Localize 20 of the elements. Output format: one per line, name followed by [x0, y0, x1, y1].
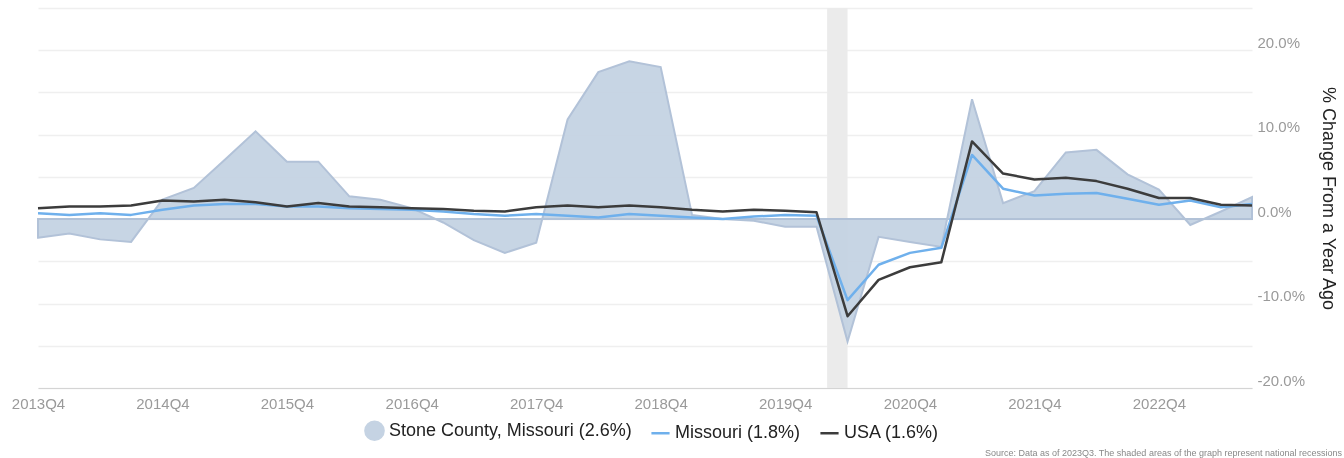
y-tick-label: -20.0% [1257, 371, 1306, 389]
legend-label: USA (1.6%) [844, 422, 939, 443]
y-tick-label: 20.0% [1257, 33, 1301, 51]
legend-label: Stone County, Missouri (2.6%) [389, 419, 632, 440]
y-tick-label: 10.0% [1257, 118, 1301, 136]
x-tick-label: 2017Q4 [510, 394, 564, 412]
x-tick-label: 2016Q4 [385, 394, 439, 412]
x-tick-label: 2020Q4 [883, 394, 938, 412]
x-tick-label: 2021Q4 [1008, 394, 1062, 412]
y-tick-label: 0.0% [1257, 202, 1292, 220]
x-tick-label: 2022Q4 [1132, 394, 1187, 412]
x-tick-label: 2019Q4 [758, 394, 813, 412]
y-axis-title: % Change From a Year Ago [1319, 86, 1340, 311]
source-note: Source: Data as of 2023Q3. The shaded areas of the graph represent national recessions [984, 448, 1343, 458]
x-tick-label: 2015Q4 [260, 394, 315, 412]
x-tick-label: 2018Q4 [634, 394, 688, 412]
x-tick-label: 2014Q4 [136, 394, 190, 412]
legend-label: Missouri (1.8%) [675, 422, 801, 443]
y-tick-label: -10.0% [1257, 287, 1306, 305]
x-tick-label: 2013Q4 [11, 394, 66, 412]
